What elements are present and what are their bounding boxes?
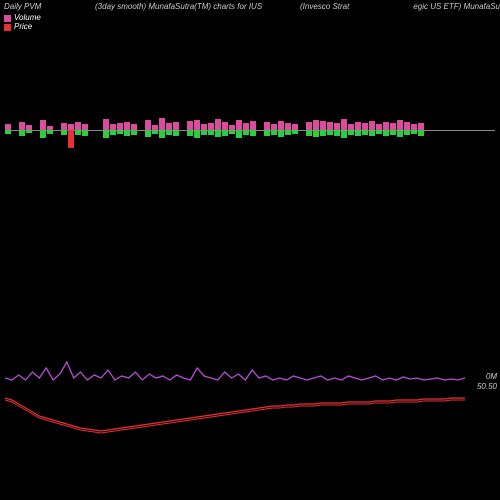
bar-down	[285, 130, 291, 135]
bar-up	[327, 122, 333, 130]
bar-up	[103, 119, 109, 130]
bar-up	[40, 120, 46, 130]
chart-area: 0M 50.50	[5, 0, 495, 500]
bar-down	[222, 130, 228, 136]
bar-up	[362, 123, 368, 130]
bar-up	[285, 123, 291, 130]
bar-down	[376, 130, 382, 134]
bar-up	[61, 123, 67, 130]
bar-down	[250, 130, 256, 136]
bar-up	[404, 122, 410, 130]
bar-up	[173, 122, 179, 130]
bar-up	[306, 122, 312, 130]
line-chart-region: 0M 50.50	[5, 350, 495, 450]
bar-up	[320, 121, 326, 130]
bar-up	[243, 123, 249, 130]
bar-down	[418, 130, 424, 136]
bar-down	[271, 130, 277, 135]
bar-down	[229, 130, 235, 134]
bar-down	[187, 130, 193, 136]
bar-up	[390, 123, 396, 130]
bar-down	[278, 130, 284, 137]
bar-up	[19, 122, 25, 130]
bar-down	[19, 130, 25, 136]
bar-down	[124, 130, 130, 136]
chart-line	[5, 400, 465, 433]
bar-down	[327, 130, 333, 135]
bar-up	[194, 120, 200, 130]
bar-down	[75, 130, 81, 135]
bar-down	[166, 130, 172, 135]
bar-up	[250, 121, 256, 130]
bar-up	[159, 118, 165, 130]
bar-down	[411, 130, 417, 134]
bar-up	[341, 119, 347, 130]
bar-up	[334, 123, 340, 130]
bar-down	[369, 130, 375, 136]
bar-up	[145, 120, 151, 130]
bar-down	[61, 130, 67, 135]
bar-down	[26, 130, 32, 133]
bar-up	[397, 120, 403, 130]
bar-up	[418, 123, 424, 130]
bar-up	[355, 122, 361, 130]
bar-down	[362, 130, 368, 135]
bar-down	[306, 130, 312, 136]
bar-up	[166, 123, 172, 130]
bar-down	[404, 130, 410, 135]
bar-down	[145, 130, 151, 137]
bar-up	[208, 123, 214, 130]
bar-down	[320, 130, 326, 136]
bar-down	[194, 130, 200, 138]
bar-down	[5, 130, 11, 134]
bar-down	[390, 130, 396, 135]
bar-up	[383, 122, 389, 130]
volume-bar-chart	[5, 105, 495, 155]
bar-up	[187, 121, 193, 130]
bar-down	[173, 130, 179, 136]
price-axis-label: 50.50	[477, 382, 497, 391]
bar-down	[159, 130, 165, 138]
bar-down	[208, 130, 214, 135]
chart-line	[5, 398, 465, 431]
bar-up	[75, 122, 81, 130]
bar-up	[236, 120, 242, 130]
bar-up	[264, 122, 270, 130]
bar-down	[292, 130, 298, 134]
chart-line	[5, 362, 465, 380]
bar-down	[110, 130, 116, 135]
bar-up	[117, 123, 123, 130]
bar-down	[201, 130, 207, 135]
bar-down	[348, 130, 354, 135]
bar-down	[82, 130, 88, 136]
volume-axis-label: 0M	[486, 372, 497, 381]
bar-down	[68, 130, 74, 148]
line-chart-svg	[5, 350, 495, 450]
bar-down	[103, 130, 109, 138]
bar-down	[383, 130, 389, 136]
bar-down	[341, 130, 347, 138]
bar-up	[124, 122, 130, 130]
bar-down	[243, 130, 249, 135]
bar-up	[313, 120, 319, 130]
bar-down	[40, 130, 46, 138]
bar-down	[152, 130, 158, 134]
bar-up	[215, 119, 221, 130]
bar-up	[278, 121, 284, 130]
bar-down	[236, 130, 242, 138]
bar-up	[222, 122, 228, 130]
bar-down	[117, 130, 123, 134]
bar-up	[369, 121, 375, 130]
bar-down	[47, 130, 53, 134]
bar-down	[397, 130, 403, 137]
bar-down	[334, 130, 340, 136]
bar-down	[355, 130, 361, 136]
bar-down	[131, 130, 137, 135]
bar-down	[313, 130, 319, 137]
bar-down	[264, 130, 270, 136]
bar-down	[215, 130, 221, 137]
